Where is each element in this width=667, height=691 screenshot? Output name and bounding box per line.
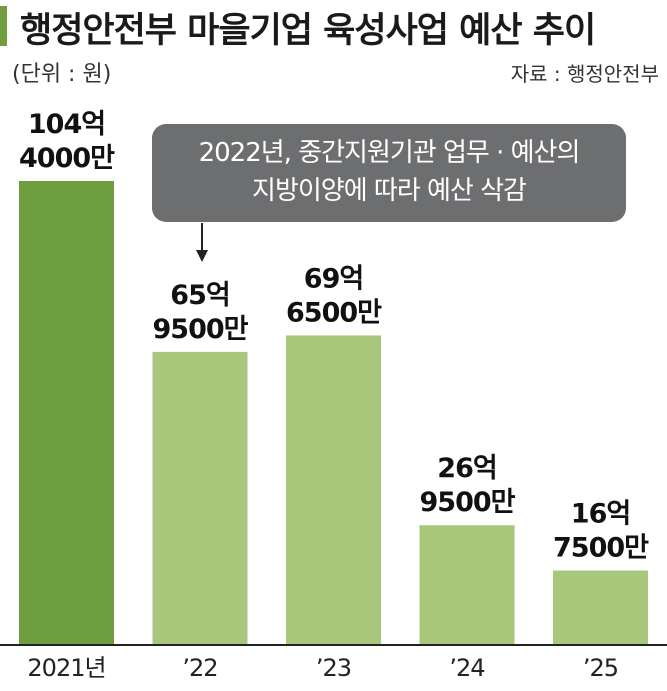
bar-2 bbox=[286, 335, 381, 645]
tick-labels-group: 2021년 ’22 ’23 ’24 ’25 bbox=[27, 654, 619, 682]
bar-0 bbox=[19, 181, 114, 645]
bars-group bbox=[19, 181, 648, 645]
value-label-2-0: 69억 bbox=[304, 263, 363, 294]
value-label-4-0: 16억 bbox=[571, 499, 630, 530]
value-label-0-0: 104억 bbox=[28, 109, 105, 140]
source-label: 자료 : 행정안전부 bbox=[510, 62, 659, 86]
title-row: 행정안전부 마을기업 육성사업 예산 추이 bbox=[0, 0, 667, 60]
value-label-0-1: 4000만 bbox=[19, 143, 115, 174]
tick-label-2: ’23 bbox=[316, 654, 351, 682]
annotation-line-2: 지방이양에 따라 예산 삭감 bbox=[252, 176, 527, 206]
bar-4 bbox=[553, 570, 648, 645]
value-label-1-1: 9500만 bbox=[153, 314, 249, 345]
value-label-3-0: 26억 bbox=[437, 453, 496, 484]
value-label-4-1: 7500만 bbox=[553, 533, 649, 564]
title-accent-bar bbox=[0, 6, 7, 46]
bar-1 bbox=[152, 351, 248, 645]
annotation-arrowhead bbox=[196, 250, 208, 262]
tick-label-4: ’25 bbox=[583, 654, 618, 682]
value-label-2-1: 6500만 bbox=[286, 297, 382, 328]
bar-3 bbox=[419, 525, 515, 645]
tick-label-1: ’22 bbox=[182, 654, 217, 682]
tick-label-0: 2021년 bbox=[27, 654, 105, 682]
chart-title: 행정안전부 마을기업 육성사업 예산 추이 bbox=[20, 11, 596, 51]
value-label-3-1: 9500만 bbox=[420, 487, 516, 518]
annotation-box: 2022년, 중간지원기관 업무 · 예산의 지방이양에 따라 예산 삭감 bbox=[152, 124, 626, 222]
unit-label: (단위 : 원) bbox=[12, 62, 112, 87]
value-label-1-0: 65억 bbox=[170, 280, 229, 311]
annotation-line-1: 2022년, 중간지원기관 업무 · 예산의 bbox=[198, 138, 581, 168]
tick-label-3: ’24 bbox=[449, 654, 484, 682]
